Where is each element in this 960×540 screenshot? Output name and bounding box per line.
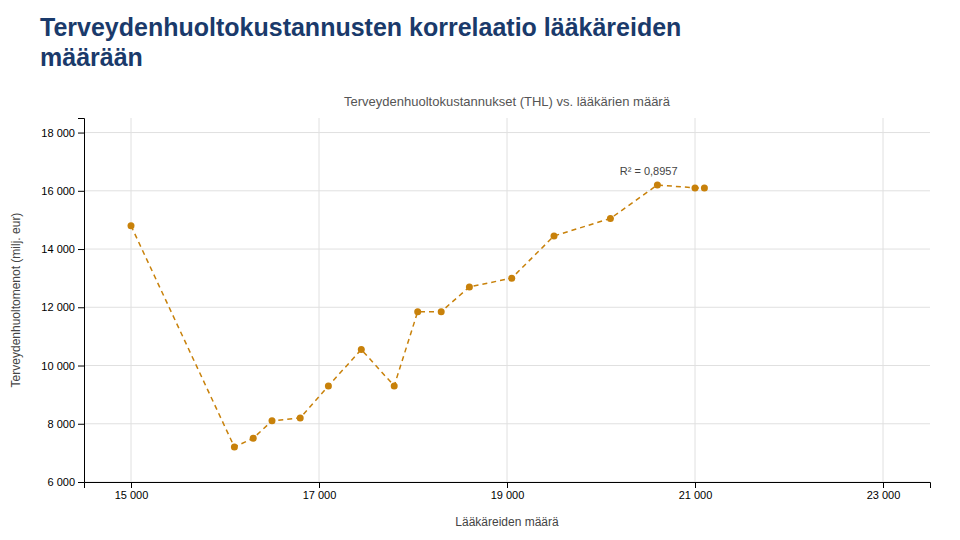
- point: [701, 184, 708, 191]
- point: [438, 308, 445, 315]
- tick: 8 000: [47, 418, 84, 430]
- tick: 6 000: [47, 476, 84, 488]
- tick: 18 000: [41, 127, 84, 139]
- title: Terveydenhuoltokustannusten korrelaatio …: [40, 13, 681, 71]
- point: [607, 215, 614, 222]
- y-axis: 6 000 8 000 10 000 12 000 14 000 16 000 18 000: [41, 119, 84, 489]
- grid-line-y: [84, 307, 930, 308]
- axis-line: [85, 483, 931, 489]
- tick: 16 000: [41, 185, 84, 197]
- point: [466, 283, 473, 290]
- tick-mark: [507, 482, 508, 488]
- grid-line-x: [883, 118, 884, 482]
- grid-line-y: [84, 132, 930, 133]
- tick-label: 21 000: [679, 489, 713, 501]
- grid-line-x: [695, 118, 696, 482]
- tick-label: 8 000: [47, 418, 75, 430]
- grid-line-x: [319, 118, 320, 482]
- grid-line-y: [84, 249, 930, 250]
- y-axis-label: Terveydenhuoltomenot (milj. eur): [9, 213, 23, 388]
- point: [692, 184, 699, 191]
- grid-line-x: [507, 118, 508, 482]
- axis-line: [78, 119, 85, 483]
- tick: 15 000: [115, 482, 149, 501]
- grid: [84, 118, 930, 482]
- tick: 17 000: [303, 482, 337, 501]
- marks: [128, 181, 708, 450]
- point: [250, 435, 257, 442]
- tick-mark: [78, 191, 84, 192]
- annotations: R² = 0,8957: [620, 165, 678, 177]
- point: [325, 382, 332, 389]
- grid-line-y: [84, 190, 930, 191]
- annotation: R² = 0,8957: [620, 165, 678, 177]
- connecting-line: [131, 185, 704, 447]
- tick: 23 000: [867, 482, 901, 501]
- chart: Terveydenhuoltokustannusten korrelaatio …: [0, 0, 960, 540]
- tick-label: 6 000: [47, 476, 75, 488]
- tick: 14 000: [41, 243, 84, 255]
- point: [551, 232, 558, 239]
- point: [231, 444, 238, 451]
- point: [358, 346, 365, 353]
- tick-mark: [319, 482, 320, 488]
- title-line: Terveydenhuoltokustannusten korrelaatio …: [40, 13, 681, 41]
- tick-label: 14 000: [41, 243, 75, 255]
- tick-mark: [78, 482, 84, 483]
- point: [654, 181, 661, 188]
- point: [414, 308, 421, 315]
- tick-label: 18 000: [41, 127, 75, 139]
- tick-label: 16 000: [41, 185, 75, 197]
- tick: 19 000: [491, 482, 525, 501]
- subtitle: Terveydenhuoltokustannukset (THL) vs. lä…: [344, 94, 671, 109]
- point: [391, 382, 398, 389]
- tick-label: 10 000: [41, 360, 75, 372]
- tick-mark: [78, 249, 84, 250]
- tick-label: 23 000: [867, 489, 901, 501]
- tick: 12 000: [41, 301, 84, 313]
- tick-mark: [131, 482, 132, 488]
- point: [297, 414, 304, 421]
- tick: 10 000: [41, 360, 84, 372]
- point: [269, 417, 276, 424]
- tick-label: 15 000: [115, 489, 149, 501]
- grid-line-y: [84, 423, 930, 424]
- tick-mark: [78, 133, 84, 134]
- tick-label: 12 000: [41, 301, 75, 313]
- x-axis: 15 000 17 000 19 000 21 000 23 000: [85, 482, 931, 501]
- tick-label: 19 000: [491, 489, 525, 501]
- tick-mark: [695, 482, 696, 488]
- tick-mark: [78, 424, 84, 425]
- point: [128, 222, 135, 229]
- plot: 15 000 17 000 19 000 21 000 23 000 6 000 8 000…: [41, 118, 930, 501]
- tick-label: 17 000: [303, 489, 337, 501]
- tick-mark: [78, 366, 84, 367]
- x-axis-label: Lääkäreiden määrä: [455, 515, 559, 529]
- tick: 21 000: [679, 482, 713, 501]
- grid-line-x: [131, 118, 132, 482]
- title-line: määrään: [40, 43, 143, 71]
- tick-mark: [883, 482, 884, 488]
- point: [508, 275, 515, 282]
- grid-line-y: [84, 365, 930, 366]
- tick-mark: [78, 307, 84, 308]
